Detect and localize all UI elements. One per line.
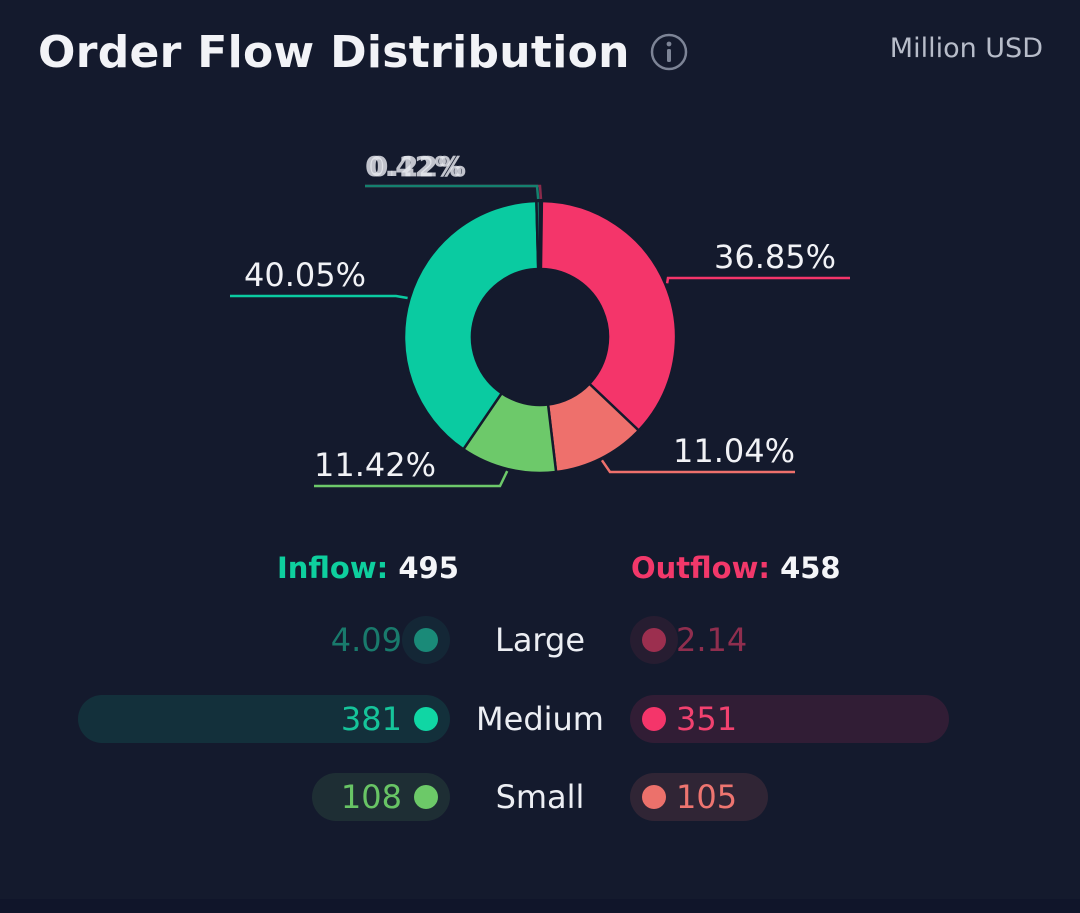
callout-line [365, 184, 540, 200]
page-title: Order Flow Distribution [38, 26, 630, 78]
slice-percent-label: 40.05% [244, 256, 366, 294]
outflow-dot [642, 628, 666, 652]
callout-line [230, 294, 408, 300]
donut-slice[interactable] [535, 199, 542, 271]
outflow-bar [630, 616, 678, 664]
flow-row-large: 4.09 Large 2.14 [0, 616, 1080, 666]
unit-label: Million USD [889, 33, 1043, 64]
bottom-divider [0, 899, 1080, 913]
inflow-bar [78, 695, 450, 743]
donut-slice[interactable] [539, 199, 678, 433]
callout-line [600, 459, 795, 474]
outflow-bar [630, 695, 949, 743]
slice-percent-label: 11.42% [314, 446, 436, 484]
inflow-dot [414, 628, 438, 652]
category-label: Large [494, 621, 586, 659]
slice-percent-label: 36.85% [714, 238, 836, 276]
inflow-dot [414, 785, 438, 809]
inflow-value: 4.09 [330, 621, 402, 659]
donut-chart: 0.22% 36.85% 11.04% 11.42% 40.05% 0.42% [230, 150, 850, 488]
outflow-value: 105 [676, 778, 738, 816]
outflow-total: 458 [780, 551, 841, 585]
outflow-value: 351 [676, 700, 738, 738]
inflow-value: 381 [340, 700, 402, 738]
outflow-bar [630, 773, 768, 821]
inflow-summary: Inflow: 495 [277, 551, 459, 585]
info-icon[interactable] [650, 33, 688, 71]
outflow-dot [642, 785, 666, 809]
callout-line [314, 470, 509, 488]
callout-line [665, 276, 850, 284]
inflow-total: 495 [398, 551, 459, 585]
inflow-label: Inflow: [277, 551, 389, 585]
callout-line [365, 184, 543, 200]
flow-row-small: 108 Small 105 [0, 773, 1080, 823]
slice-percent-label: 0.22% [369, 150, 466, 183]
category-label: Medium [476, 700, 604, 738]
header: Order Flow Distribution [38, 22, 688, 82]
outflow-value: 2.14 [676, 621, 748, 659]
category-label: Small [495, 778, 585, 816]
inflow-value: 108 [340, 778, 402, 816]
outflow-dot [642, 707, 666, 731]
inflow-dot [414, 707, 438, 731]
donut-slice[interactable] [402, 199, 540, 452]
slice-percent-label: 0.42% [365, 150, 462, 183]
flow-row-medium: 381 Medium 351 [0, 695, 1080, 745]
slice-percent-label: 11.04% [673, 432, 795, 470]
outflow-label: Outflow: [631, 551, 770, 585]
outflow-summary: Outflow: 458 [631, 551, 841, 585]
